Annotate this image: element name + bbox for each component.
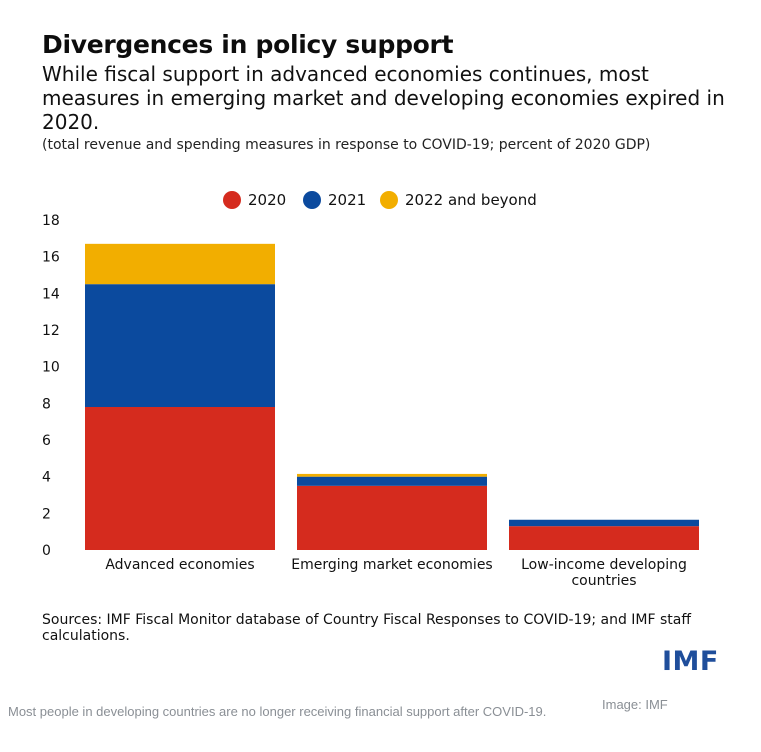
- bar-segment-1-3: [85, 243, 275, 285]
- bar-segment-1-1: [85, 407, 275, 550]
- legend-label-3: 2022 and beyond: [405, 191, 537, 209]
- chart-card: Divergences in policy support While fisc…: [42, 30, 725, 677]
- y-tick-label: 4: [42, 470, 51, 486]
- x-category-label: Low-income developing countries: [521, 557, 687, 589]
- x-category-label: Advanced economies: [105, 557, 254, 573]
- legend-marker-2: [303, 191, 321, 209]
- y-tick-label: 18: [42, 213, 60, 229]
- bar-segment-3-1: [509, 526, 699, 550]
- chart-title: Divergences in policy support: [42, 30, 454, 59]
- chart-subtitle: While fiscal support in advanced economi…: [42, 62, 725, 134]
- y-tick-label: 2: [42, 506, 51, 522]
- y-tick-label: 12: [42, 323, 60, 339]
- bar-segment-2-2: [297, 476, 487, 486]
- bar-segment-1-2: [85, 284, 275, 407]
- bar-segment-3-2: [509, 519, 699, 527]
- y-tick-label: 10: [42, 360, 60, 376]
- x-axis: Advanced economies Emerging market econom…: [105, 557, 687, 589]
- stacked-bar-chart: 2020 2021 2022 and beyond 024681012141618 …: [42, 191, 699, 589]
- legend-marker-3: [380, 191, 398, 209]
- y-axis: 0 2 4 6 8 10 12 14 16 18: [42, 213, 60, 559]
- unit-note: (total revenue and spending measures in …: [42, 137, 651, 153]
- legend-label-2: 2021: [328, 191, 366, 209]
- x-category-label: Emerging market economies: [291, 557, 492, 573]
- bar-segment-2-1: [297, 485, 487, 550]
- y-tick-label: 6: [42, 433, 51, 449]
- y-tick-label: 16: [42, 250, 60, 266]
- imf-logo: IMF: [662, 646, 719, 677]
- image-caption: Most people in developing countries are …: [8, 704, 547, 719]
- bars-group: [85, 243, 699, 550]
- bar-segment-2-3: [297, 473, 487, 477]
- legend-label-1: 2020: [248, 191, 286, 209]
- image-credit: Image: IMF: [602, 697, 668, 712]
- legend-marker-1: [223, 191, 241, 209]
- y-tick-label: 14: [42, 286, 60, 302]
- y-tick-label: 8: [42, 396, 51, 412]
- chart-legend: 2020 2021 2022 and beyond: [223, 191, 537, 209]
- sources-note: Sources: IMF Fiscal Monitor database of …: [42, 612, 692, 644]
- y-tick-label: 0: [42, 543, 51, 559]
